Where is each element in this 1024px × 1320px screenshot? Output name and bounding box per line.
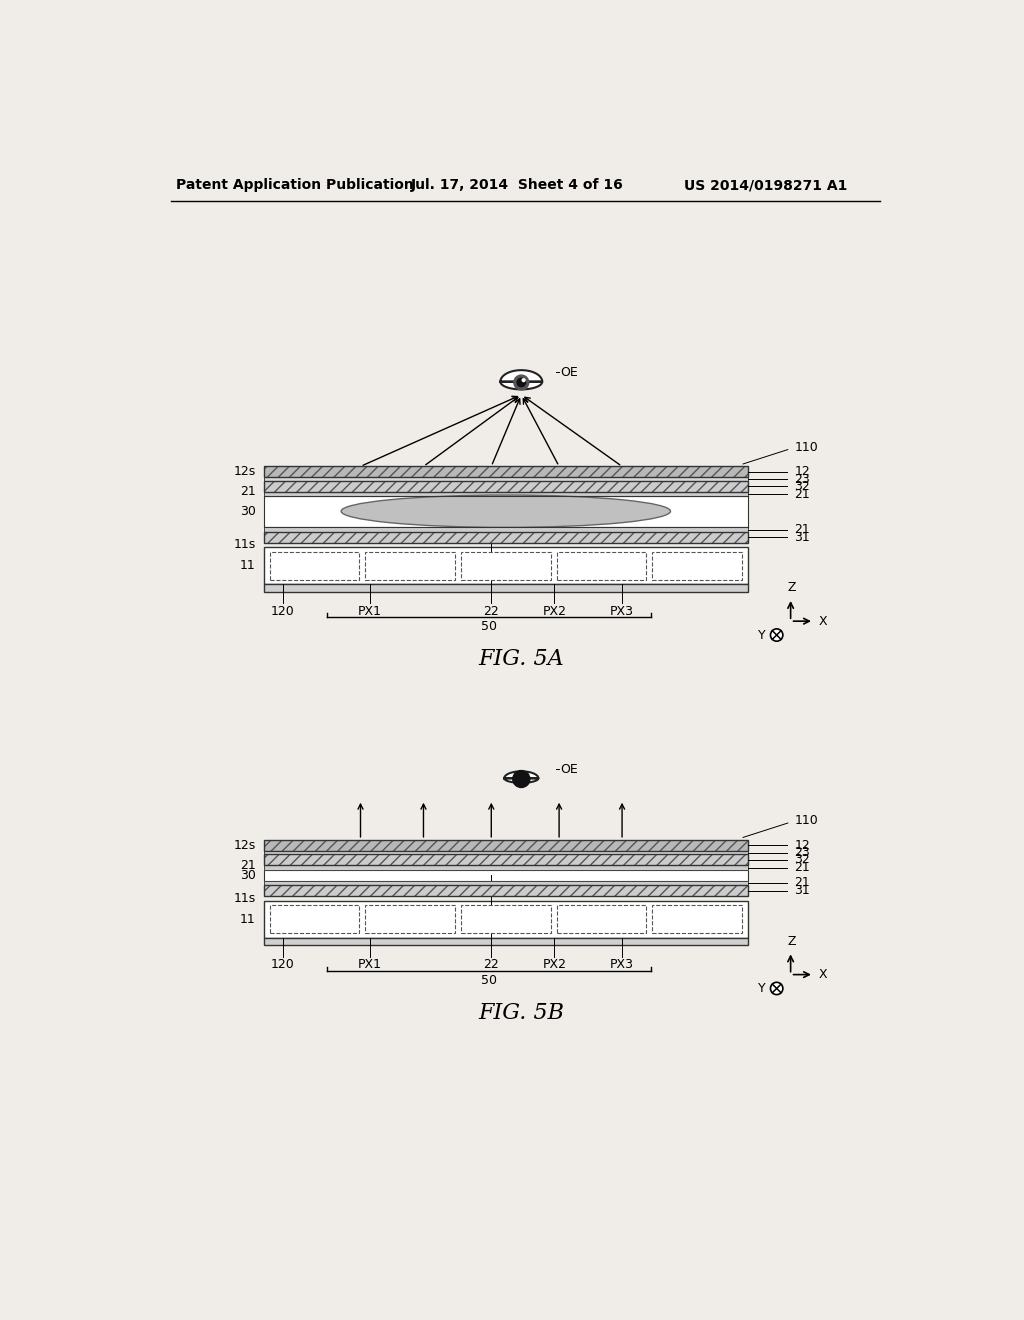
Circle shape xyxy=(770,982,783,995)
Text: 30: 30 xyxy=(240,506,256,519)
Bar xyxy=(263,880,748,886)
Text: OE: OE xyxy=(560,763,578,776)
Bar xyxy=(263,854,748,866)
Text: 22: 22 xyxy=(483,605,499,618)
Text: 11: 11 xyxy=(240,560,256,573)
Text: 12s: 12s xyxy=(233,465,256,478)
Bar xyxy=(263,478,748,480)
Text: 50: 50 xyxy=(481,974,497,987)
Bar xyxy=(461,552,551,579)
Bar xyxy=(263,585,748,591)
Polygon shape xyxy=(504,771,539,783)
Text: OE: OE xyxy=(560,366,578,379)
Bar xyxy=(270,552,359,579)
Bar xyxy=(263,850,748,854)
Text: 22: 22 xyxy=(483,958,499,972)
Text: 31: 31 xyxy=(795,884,810,898)
Bar xyxy=(263,870,748,880)
Text: PX3: PX3 xyxy=(610,605,634,618)
Bar xyxy=(263,548,748,585)
Text: 11s: 11s xyxy=(233,539,256,552)
Text: X: X xyxy=(818,968,827,981)
Bar xyxy=(557,906,646,933)
Text: 21: 21 xyxy=(240,486,256,499)
Bar xyxy=(263,532,748,543)
Bar xyxy=(263,840,748,850)
Text: 31: 31 xyxy=(795,531,810,544)
Text: Z: Z xyxy=(787,935,797,948)
Bar xyxy=(263,480,748,492)
Text: 11: 11 xyxy=(240,912,256,925)
Bar xyxy=(652,552,741,579)
Text: FIG. 5B: FIG. 5B xyxy=(478,1002,564,1023)
Text: 32: 32 xyxy=(795,480,810,492)
Text: Patent Application Publication: Patent Application Publication xyxy=(176,178,414,193)
Bar xyxy=(263,886,748,896)
Bar xyxy=(263,866,748,870)
Text: 21: 21 xyxy=(795,861,810,874)
Text: PX1: PX1 xyxy=(358,605,382,618)
Circle shape xyxy=(517,379,525,387)
Bar xyxy=(263,937,748,945)
Bar xyxy=(652,906,741,933)
Circle shape xyxy=(770,628,783,642)
Text: 120: 120 xyxy=(271,958,295,972)
Text: PX3: PX3 xyxy=(610,958,634,972)
Text: 23: 23 xyxy=(795,846,810,859)
Bar xyxy=(263,854,748,866)
Polygon shape xyxy=(501,370,543,389)
Text: 21: 21 xyxy=(795,876,810,890)
Circle shape xyxy=(514,375,528,389)
Text: US 2014/0198271 A1: US 2014/0198271 A1 xyxy=(684,178,848,193)
Text: 11s: 11s xyxy=(233,892,256,906)
Bar xyxy=(366,906,455,933)
Bar xyxy=(263,492,748,496)
Text: 50: 50 xyxy=(481,620,497,634)
Bar xyxy=(263,466,748,478)
Text: 32: 32 xyxy=(795,853,810,866)
Bar xyxy=(263,532,748,543)
Bar xyxy=(263,496,748,527)
Bar xyxy=(366,552,455,579)
Text: X: X xyxy=(818,615,827,628)
Text: PX2: PX2 xyxy=(543,958,566,972)
Text: 110: 110 xyxy=(795,441,818,454)
Bar xyxy=(263,840,748,850)
Bar xyxy=(263,466,748,478)
Bar xyxy=(263,886,748,896)
Bar xyxy=(263,480,748,492)
Text: 12s: 12s xyxy=(233,838,256,851)
Bar xyxy=(557,552,646,579)
Circle shape xyxy=(522,379,525,381)
Text: 23: 23 xyxy=(795,473,810,486)
Text: PX1: PX1 xyxy=(358,958,382,972)
Text: 21: 21 xyxy=(240,859,256,871)
Bar xyxy=(461,906,551,933)
Text: 21: 21 xyxy=(795,523,810,536)
Ellipse shape xyxy=(341,495,671,528)
Text: 12: 12 xyxy=(795,465,810,478)
Text: PX2: PX2 xyxy=(543,605,566,618)
Bar xyxy=(270,906,359,933)
Text: FIG. 5A: FIG. 5A xyxy=(478,648,564,671)
Bar xyxy=(263,527,748,532)
Text: 120: 120 xyxy=(271,605,295,618)
Text: 110: 110 xyxy=(795,814,818,828)
Text: Jul. 17, 2014  Sheet 4 of 16: Jul. 17, 2014 Sheet 4 of 16 xyxy=(411,178,624,193)
Text: 21: 21 xyxy=(795,487,810,500)
Text: Y: Y xyxy=(758,982,766,995)
Bar xyxy=(263,900,748,937)
Text: Z: Z xyxy=(787,581,797,594)
Text: Y: Y xyxy=(758,628,766,642)
Text: 30: 30 xyxy=(240,869,256,882)
Text: 12: 12 xyxy=(795,838,810,851)
Circle shape xyxy=(513,771,529,788)
